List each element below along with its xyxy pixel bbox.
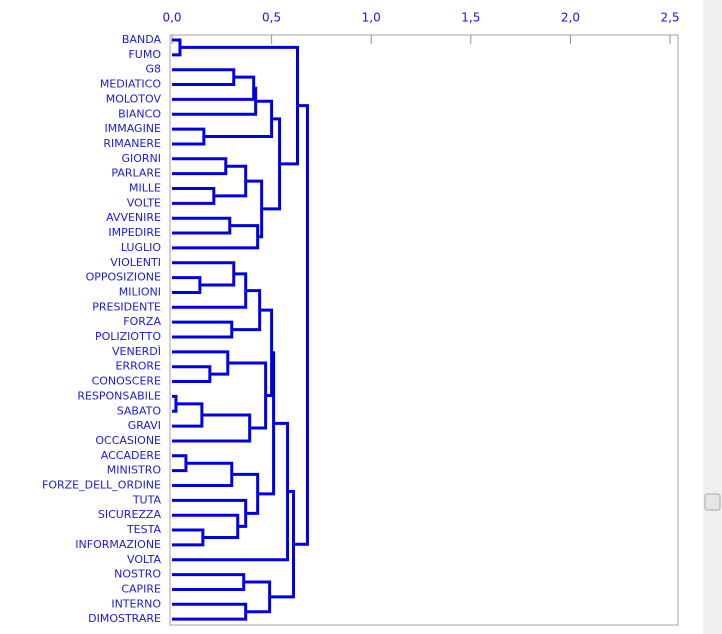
merge-link: [172, 224, 260, 250]
x-tick-label: 1,5: [461, 11, 480, 25]
leaf-label: CONOSCERE: [92, 375, 161, 388]
merge-link: [231, 472, 260, 515]
leaf-label: BIANCO: [118, 107, 161, 120]
leaf-label: IMPEDIRE: [108, 226, 161, 239]
merge-link: [172, 157, 228, 176]
x-tick-label: 2,0: [561, 11, 580, 25]
merge-link: [172, 394, 178, 413]
leaf-label: INTERNO: [111, 597, 161, 610]
merge-link: [172, 75, 256, 101]
leaf-label: IMMAGINE: [104, 122, 161, 135]
merge-link: [243, 580, 272, 614]
leaf-label: DIMOSTRARE: [88, 612, 161, 625]
leaf-label: PARLARE: [111, 167, 161, 180]
leaf-label: LUGLIO: [121, 241, 162, 254]
merge-link: [257, 351, 276, 496]
merge-link: [172, 513, 240, 539]
leaf-label: MOLOTOV: [106, 92, 162, 105]
merge-link: [293, 104, 309, 546]
leaf-label: FORZA: [123, 315, 161, 328]
leaf-label: VIOLENTI: [110, 256, 161, 269]
merge-link: [203, 99, 274, 139]
leaf-label: POLIZIOTTO: [95, 330, 161, 343]
leaf-label: SABATO: [117, 404, 162, 417]
leaf-label: VOLTE: [127, 196, 161, 209]
merge-link: [172, 86, 258, 116]
x-tick-label: 1,0: [362, 11, 381, 25]
x-tick-label: 2,5: [660, 11, 679, 25]
merge-link: [259, 308, 274, 397]
leaf-label: CAPIRE: [121, 582, 161, 595]
leaf-label: ACCADERE: [101, 449, 161, 462]
x-tick-label: 0,5: [262, 11, 281, 25]
leaf-label: AVVENIRE: [106, 211, 161, 224]
leaf-label: MILIONI: [119, 285, 161, 298]
leaf-label: FUMO: [128, 48, 161, 61]
leaf-label: VOLTA: [127, 553, 161, 566]
leaf-label: TUTA: [132, 493, 162, 506]
leaf-label: G8: [145, 63, 161, 76]
merge-link: [172, 365, 212, 384]
leaf-label: NOSTRO: [114, 568, 161, 581]
leaf-label: MINISTRO: [107, 464, 162, 477]
leaf-label: GRAVI: [128, 419, 161, 432]
leaf-label: ERRORE: [116, 360, 162, 373]
leaf-label: RIMANERE: [103, 137, 161, 150]
scrollbar-track[interactable]: [703, 0, 722, 634]
leaf-label: OCCASIONE: [95, 434, 161, 447]
leaf-label: FORZE_DELL_ORDINE: [42, 479, 161, 492]
leaf-label: BANDA: [122, 33, 162, 46]
leaf-label: PRESIDENTE: [92, 300, 161, 313]
leaf-label: INFORMAZIONE: [75, 538, 161, 551]
leaf-label: SICUREZZA: [98, 508, 162, 521]
leaf-label: MEDIATICO: [100, 78, 161, 91]
leaf-label: TESTA: [126, 523, 162, 536]
leaf-label: RESPONSABILE: [77, 389, 161, 402]
leaf-label: GIORNI: [121, 152, 161, 165]
merge-link: [172, 421, 290, 562]
merge-link: [172, 127, 206, 146]
x-tick-label: 0,0: [162, 11, 181, 25]
leaf-label: MILLE: [129, 182, 161, 195]
leaf-label: VENERDÌ: [112, 345, 161, 358]
scrollbar-thumb[interactable]: [704, 493, 721, 511]
leaf-label: OPPOSIZIONE: [86, 271, 161, 284]
